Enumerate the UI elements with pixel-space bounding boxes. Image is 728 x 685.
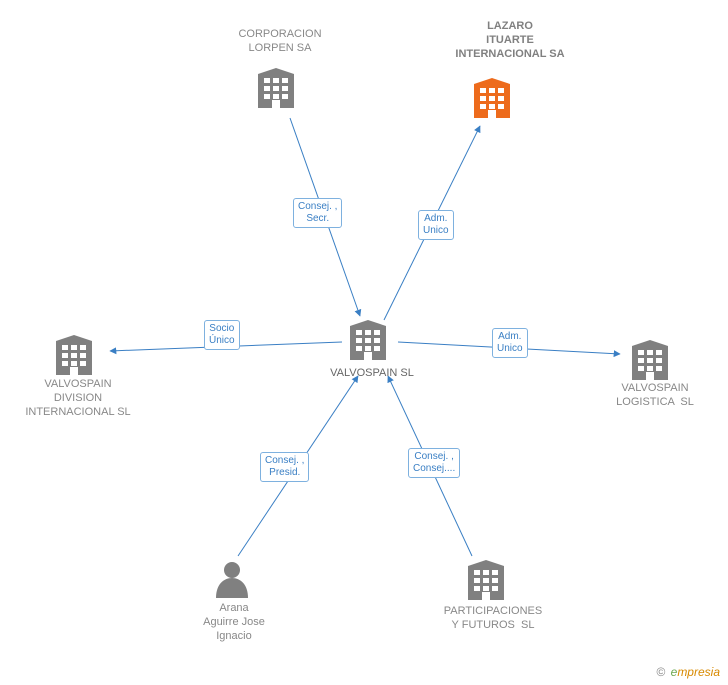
node-label: VALVOSPAIN DIVISION INTERNACIONAL SL	[18, 378, 138, 419]
building-icon	[468, 560, 504, 600]
node-label: LAZARO ITUARTE INTERNACIONAL SA	[440, 20, 580, 61]
node-label: VALVOSPAIN LOGISTICA SL	[600, 382, 710, 410]
building-icon	[474, 78, 510, 118]
node-label: Arana Aguirre Jose Ignacio	[184, 602, 284, 643]
network-diagram	[0, 0, 728, 685]
edge-label: Adm. Unico	[418, 210, 454, 240]
building-icon	[56, 335, 92, 375]
brand-name: empresia	[671, 665, 720, 679]
edge-label: Consej. , Presid.	[260, 452, 309, 482]
node-label: PARTICIPACIONES Y FUTUROS SL	[428, 605, 558, 633]
building-icon	[632, 340, 668, 380]
edge-label: Consej. , Secr.	[293, 198, 342, 228]
copyright-symbol: ©	[656, 665, 665, 679]
node-label: CORPORACION LORPEN SA	[230, 28, 330, 56]
person-icon	[216, 562, 248, 598]
edge-label: Socio Único	[204, 320, 240, 350]
building-icon	[258, 68, 294, 108]
edge-label: Consej. , Consej....	[408, 448, 460, 478]
footer-credit: © empresia	[656, 665, 720, 679]
node-label: VALVOSPAIN SL	[312, 367, 432, 381]
edge-label: Adm. Unico	[492, 328, 528, 358]
building-icon	[350, 320, 386, 360]
